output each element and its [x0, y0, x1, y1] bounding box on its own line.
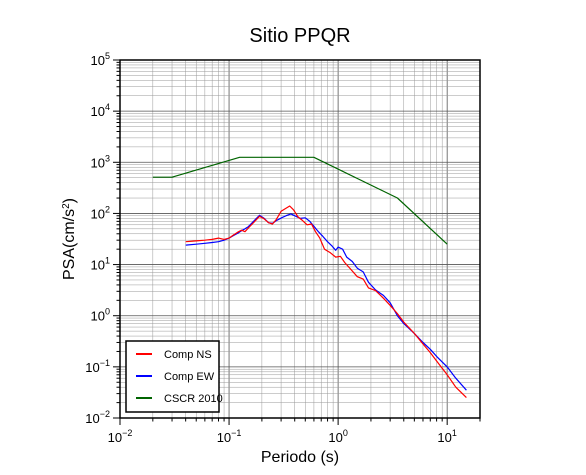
x-tick-label: 100: [328, 428, 347, 445]
y-tick-label: 104: [91, 102, 110, 119]
y-tick-label: 100: [91, 307, 110, 324]
y-tick-label: 103: [91, 153, 110, 170]
series-line-cscr-2010: [152, 156, 448, 245]
y-axis-label-close: ): [61, 198, 78, 203]
legend-label-comp-ew: Comp EW: [164, 371, 215, 383]
y-axis-label: PSA(cm/s2): [61, 198, 79, 280]
x-axis-label: Periodo (s): [261, 449, 339, 466]
y-tick-label: 101: [91, 256, 110, 273]
y-tick-label: 10−1: [85, 358, 110, 375]
y-axis-label-sup: 2: [61, 203, 72, 209]
x-tick-label: 101: [437, 428, 456, 445]
legend-items: Comp NS Comp EW CSCR 2010: [136, 349, 223, 405]
chart-tick-labels: 10−2 10−1 100 101 10−2 10−1 100 101 102 103 104 105: [85, 51, 457, 445]
chart-grid: [119, 60, 481, 419]
y-tick-label: 105: [91, 51, 110, 68]
legend-label-cscr-2010: CSCR 2010: [164, 393, 223, 405]
x-tick-label: 10−2: [108, 428, 133, 445]
chart-title: Sitio PPQR: [249, 25, 350, 47]
y-axis-label-base: PSA(cm/s: [61, 209, 78, 280]
plot-frame: [119, 59, 481, 419]
x-tick-label: 10−1: [217, 428, 242, 445]
y-tick-label: 102: [91, 204, 110, 221]
chart-series-layer: [152, 156, 467, 399]
y-tick-label: 10−2: [85, 409, 110, 426]
legend-label-comp-ns: Comp NS: [164, 349, 212, 361]
legend: Comp NS Comp EW CSCR 2010: [125, 340, 223, 413]
series-line-comp-ns: [185, 205, 467, 399]
